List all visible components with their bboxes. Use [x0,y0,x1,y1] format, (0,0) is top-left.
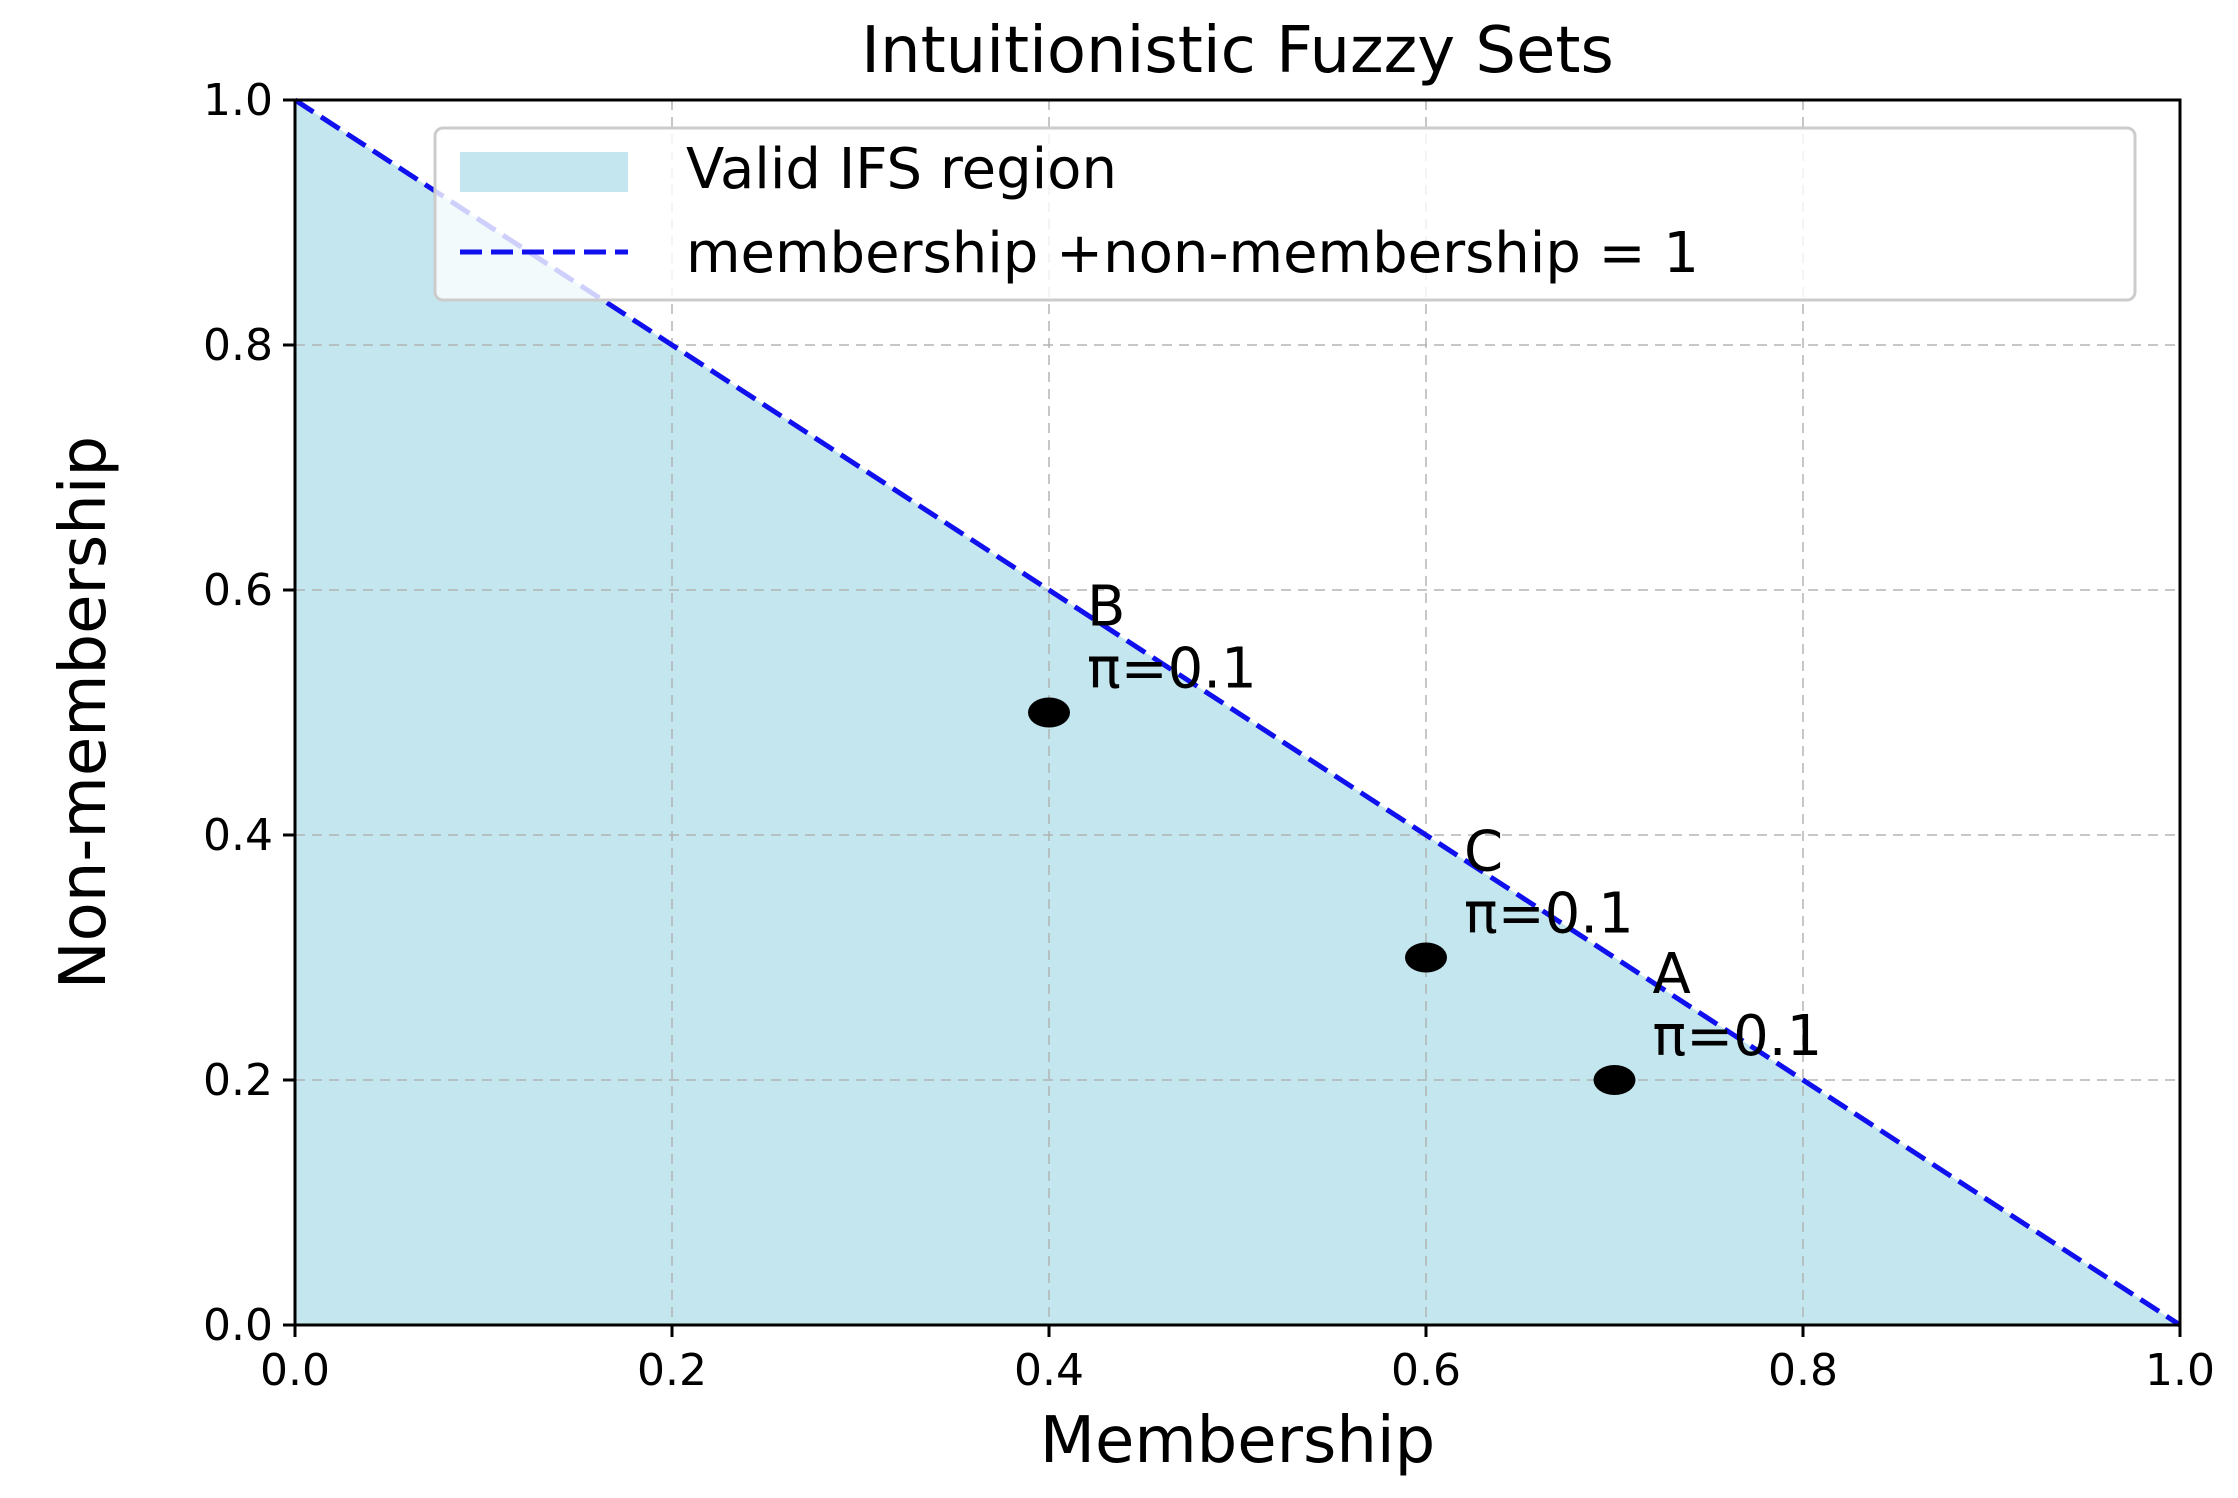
y-axis-label: Non-membership [47,436,121,989]
point-pi-label-A: π=0.1 [1653,1004,1823,1069]
x-axis-label: Membership [1040,1404,1436,1478]
y-tick-label-2: 0.4 [203,810,273,861]
point-C [1405,942,1447,973]
x-tick-label-1: 0.2 [637,1345,707,1396]
legend: Valid IFS region membership +non-members… [433,126,2137,302]
legend-line-label: membership +non-membership = 1 [686,221,1699,286]
chart-title: Intuitionistic Fuzzy Sets [861,14,1614,88]
point-A [1593,1065,1636,1095]
y-tick-label-1: 0.2 [203,1055,273,1106]
point-pi-label-C: π=0.1 [1464,882,1634,947]
legend-box [433,126,2137,302]
point-label-A: A [1653,942,1691,1007]
x-tick-label-5: 1.0 [2145,1345,2215,1396]
legend-region-swatch [460,152,628,192]
legend-region-label: Valid IFS region [686,137,1117,202]
y-tick-label-4: 0.8 [203,320,273,371]
point-B [1028,697,1070,728]
point-label-C: C [1464,820,1503,885]
boundary-line [293,97,2182,1328]
y-tick-label-3: 0.6 [203,565,273,616]
plot-area: Aπ=0.1Bπ=0.1Cπ=0.10.0 0.2 0.4 0.6 0.8 1.00.00… [203,75,2215,1396]
y-tick-label-0: 0.0 [203,1300,273,1351]
x-tick-label-2: 0.4 [1014,1345,1084,1396]
x-tick-label-0: 0.0 [260,1345,330,1396]
point-label-B: B [1087,575,1125,640]
x-tick-label-4: 0.8 [1768,1345,1838,1396]
point-pi-label-B: π=0.1 [1087,637,1257,702]
x-tick-label-3: 0.6 [1391,1345,1461,1396]
y-tick-label-5: 1.0 [203,75,273,126]
axes-frame [293,98,2182,1327]
